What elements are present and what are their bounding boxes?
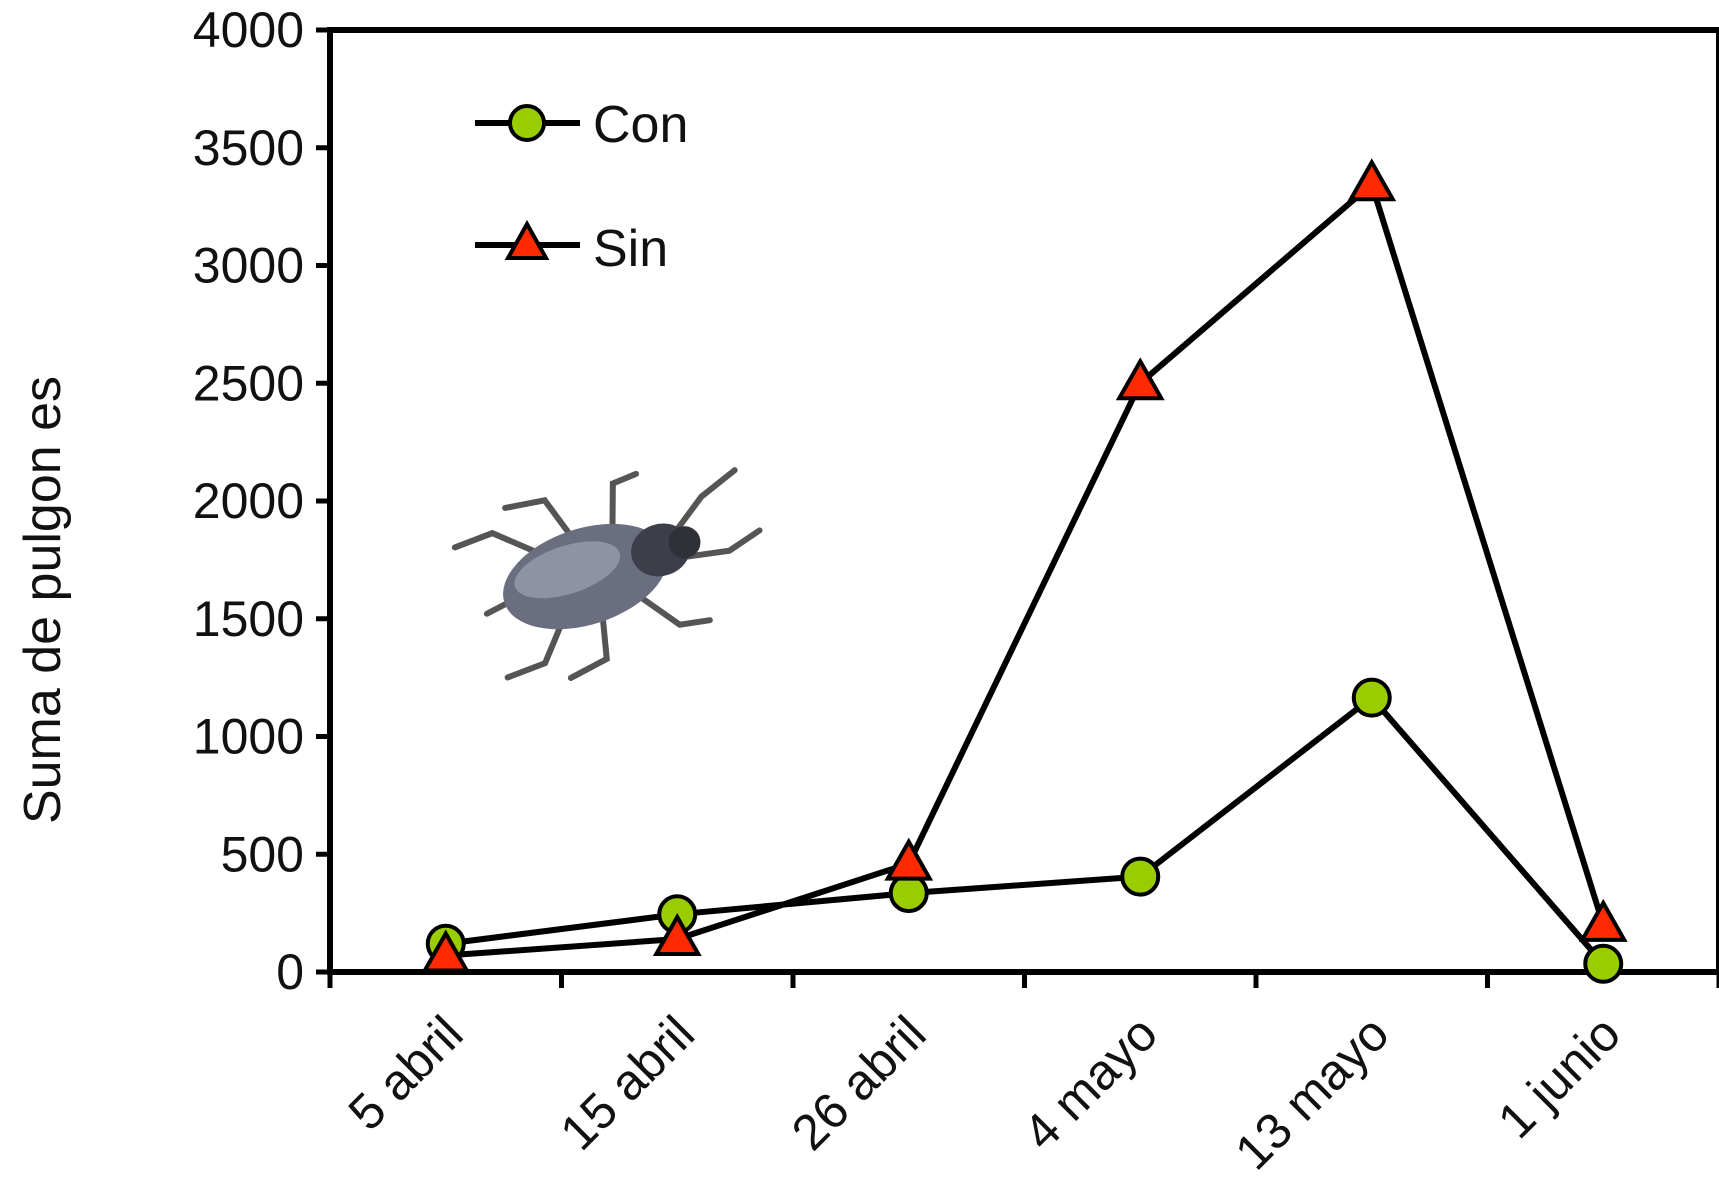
data-point-con: [1351, 677, 1392, 718]
y-tick-label: 2000: [193, 473, 304, 529]
data-point-sin: [421, 929, 471, 973]
y-tick-label: 1500: [193, 591, 304, 647]
x-tick-label: 5 abril: [338, 1005, 474, 1141]
y-tick-label: 500: [221, 826, 304, 882]
data-point-con: [1120, 856, 1161, 897]
y-tick-label: 3000: [193, 238, 304, 294]
axis-ticks: 0 500 1000 1500 2000 2500 3000 3500 4000 5 abril 1…: [193, 2, 1719, 1180]
series-line-con: [445, 694, 1606, 966]
legend-label-con: Con: [593, 96, 688, 154]
legend-item-sin: Sin: [475, 219, 668, 278]
series-line-sin: [445, 181, 1607, 959]
data-point-sin: [884, 837, 934, 881]
data-point-sin: [652, 912, 702, 957]
series-layer: [421, 158, 1628, 984]
aphid-icon: [451, 467, 763, 681]
y-tick-label: 1000: [193, 709, 304, 765]
legend-item-con: Con: [475, 96, 688, 154]
y-tick-label: 2500: [193, 355, 304, 411]
data-point-sin: [1115, 357, 1165, 401]
x-tick-label: 15 abril: [549, 1005, 705, 1161]
x-tick-label: 13 mayo: [1224, 1005, 1399, 1180]
data-point-con: [1583, 943, 1624, 984]
data-point-sin: [1347, 158, 1397, 202]
data-point-sin: [1578, 898, 1628, 942]
x-tick-label: 1 junio: [1487, 1005, 1631, 1149]
legend-marker-con: [508, 104, 546, 142]
legend: Con Sin: [475, 96, 688, 278]
y-tick-label: 0: [276, 944, 304, 1000]
x-tick-label: 4 mayo: [1012, 1005, 1168, 1161]
y-axis-title: Suma de pulgon es: [14, 376, 72, 824]
y-tick-label: 3500: [193, 120, 304, 176]
y-tick-label: 4000: [193, 2, 304, 58]
x-tick-label: 26 abril: [781, 1005, 937, 1161]
legend-marker-sin: [504, 219, 550, 260]
legend-label-sin: Sin: [593, 220, 668, 278]
